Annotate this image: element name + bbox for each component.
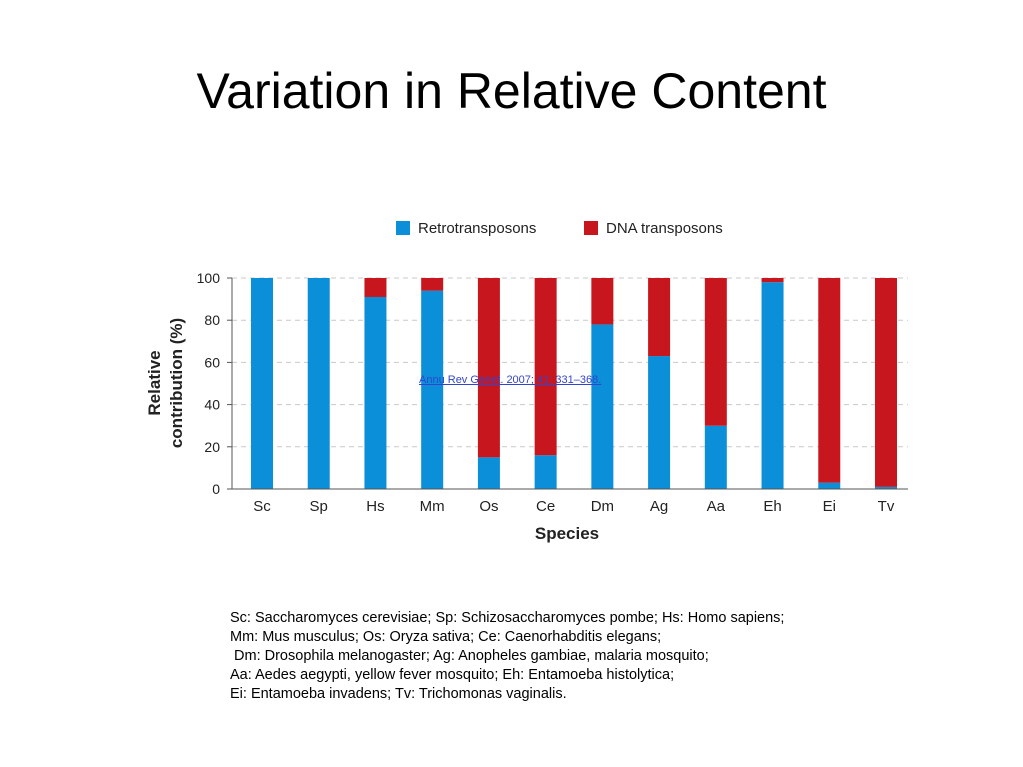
- y-tick-label: 20: [204, 439, 220, 455]
- x-tick-label: Aa: [707, 498, 726, 515]
- x-tick-label: Tv: [878, 498, 895, 515]
- footnote-line: Aa: Aedes aegypti, yellow fever mosquito…: [230, 667, 675, 683]
- bar-segment-dna-transposons-os: [477, 278, 500, 458]
- bar-segment-dna-transposons-aa: [704, 278, 727, 426]
- x-tick-label: Hs: [366, 498, 384, 515]
- legend-swatch: [584, 221, 598, 235]
- bar-segment-dna-transposons-ce: [534, 278, 557, 456]
- bar-segment-dna-transposons-dm: [591, 278, 614, 325]
- bar-segment-retrotransposons-sc: [251, 278, 273, 489]
- bar-segment-retrotransposons-hs: [364, 296, 387, 489]
- bar-segment-retrotransposons-tv: [875, 486, 897, 489]
- y-tick-label: 100: [197, 270, 221, 286]
- x-axis-label: Species: [535, 524, 599, 543]
- x-tick-label: Mm: [420, 498, 445, 515]
- bar-segment-dna-transposons-hs: [364, 278, 387, 297]
- citation-link[interactable]: Annu Rev Genet. 2007; 41: 331–368.: [419, 374, 602, 386]
- bar-segment-retrotransposons-os: [477, 457, 500, 489]
- legend-swatch: [396, 221, 410, 235]
- x-tick-label: Eh: [763, 498, 781, 515]
- axis-labels: Species Relative contribution (%): [145, 318, 599, 543]
- bar-segment-retrotransposons-ce: [534, 455, 557, 489]
- legend-label: DNA transposons: [606, 220, 723, 237]
- x-tick-label: Ei: [823, 498, 836, 515]
- bar-segment-retrotransposons-eh: [761, 282, 784, 489]
- bar-segment-dna-transposons-eh: [761, 278, 784, 283]
- slide-title: Variation in Relative Content: [196, 63, 827, 119]
- y-tick-label: 60: [204, 354, 220, 370]
- y-tick-label: 40: [204, 397, 220, 413]
- axes: 0 20 40 60 80 100 Sc Sp Hs Mm Os Ce Dm Ag Aa Eh Ei Tv: [197, 270, 908, 515]
- x-tick-label: Sp: [310, 498, 328, 515]
- y-axis-label-line: Relative: [145, 350, 164, 415]
- bar-segment-retrotransposons-mm: [421, 290, 444, 489]
- footnote-line: Sc: Saccharomyces cerevisiae; Sp: Schizo…: [230, 610, 785, 626]
- y-tick-label: 80: [204, 312, 220, 328]
- x-tick-label: Ag: [650, 498, 668, 515]
- bar-segment-retrotransposons-ei: [818, 482, 841, 489]
- bar-segment-retrotransposons-sp: [307, 278, 330, 489]
- bar-segment-retrotransposons-ag: [648, 356, 671, 489]
- bars: [251, 278, 897, 489]
- bar-segment-dna-transposons-mm: [421, 278, 444, 291]
- y-axis-label-line: contribution (%): [167, 318, 186, 448]
- bar-segment-retrotransposons-aa: [704, 425, 727, 489]
- bar-segment-retrotransposons-dm: [591, 324, 614, 489]
- footnote-line: Mm: Mus musculus; Os: Oryza sativa; Ce: …: [230, 629, 662, 645]
- grid-lines: [232, 277, 908, 448]
- x-tick-label: Os: [479, 498, 498, 515]
- bar-segment-dna-transposons-tv: [875, 278, 897, 487]
- x-tick-label: Dm: [591, 498, 614, 515]
- legend: Retrotransposons DNA transposons: [396, 220, 723, 237]
- footnote-line: Dm: Drosophila melanogaster; Ag: Anophel…: [230, 648, 709, 664]
- bar-segment-dna-transposons-ei: [818, 278, 841, 483]
- y-axis-label: Relative contribution (%): [145, 318, 186, 448]
- species-footnote: Sc: Saccharomyces cerevisiae; Sp: Schizo…: [230, 609, 784, 704]
- bar-segment-dna-transposons-ag: [648, 278, 671, 357]
- legend-label: Retrotransposons: [418, 220, 536, 237]
- x-tick-label: Ce: [536, 498, 555, 515]
- footnote-line: Ei: Entamoeba invadens; Tv: Trichomonas …: [230, 686, 567, 702]
- y-tick-label: 0: [212, 481, 220, 497]
- x-tick-label: Sc: [253, 498, 271, 515]
